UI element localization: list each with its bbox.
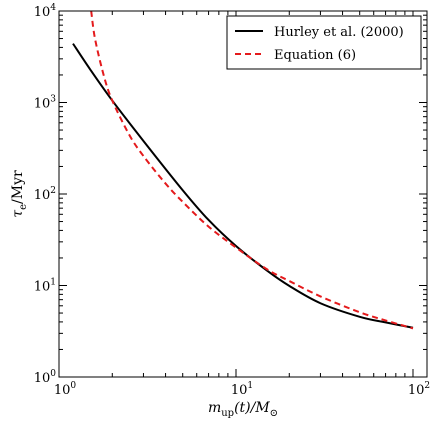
series-layer (72, 11, 414, 330)
y-tick-label: 104 (34, 3, 57, 20)
legend: Hurley et al. (2000) Equation (6) (226, 15, 422, 70)
y-tick-label: 102 (34, 186, 56, 203)
x-axis-label: mup(t)/M⊙ (208, 400, 278, 419)
x-tick-label: 101 (231, 381, 253, 398)
y-axis-label: τe/Myr (10, 170, 29, 218)
x-tick-label: 100 (54, 381, 77, 398)
legend-label-0: Hurley et al. (2000) (274, 25, 404, 40)
series-line-1 (90, 11, 414, 330)
legend-label-1: Equation (6) (274, 48, 356, 63)
series-line-0 (72, 43, 414, 329)
x-tick-label: 102 (408, 381, 430, 398)
plot-frame (58, 10, 428, 378)
y-tick-label: 101 (34, 278, 56, 295)
labels-layer: 100 101 102 100 101 102 103 104 mup(t)/M⊙ τe/Myr (10, 3, 430, 419)
y-tick-label: 103 (34, 95, 57, 112)
y-tick-label: 100 (34, 369, 57, 386)
legend-box (226, 15, 422, 70)
